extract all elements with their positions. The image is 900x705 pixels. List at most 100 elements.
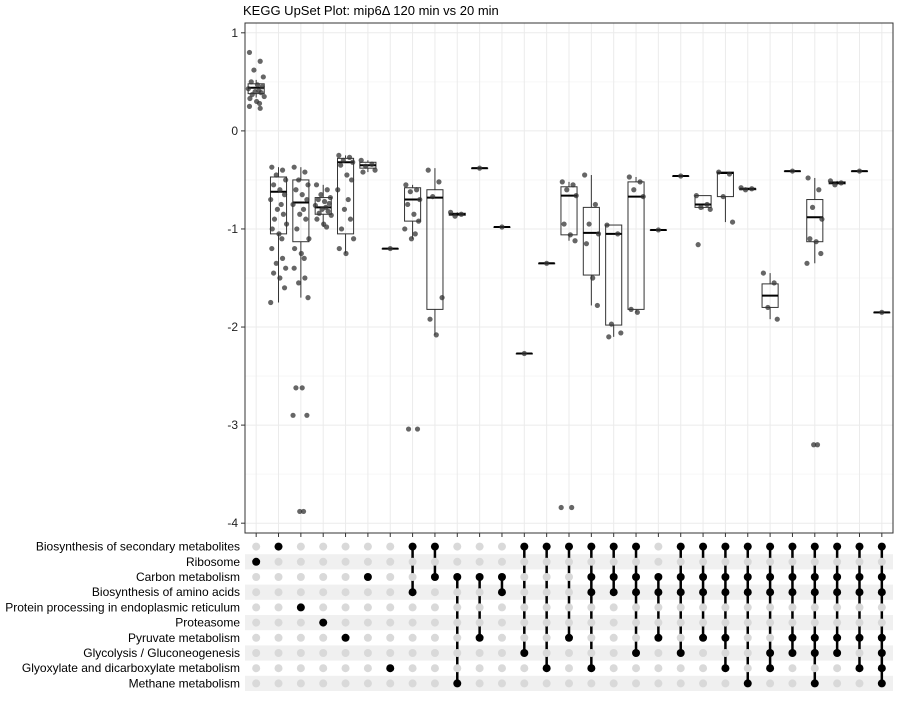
data-point <box>716 169 722 175</box>
matrix-dot-empty <box>453 542 462 551</box>
data-point <box>726 171 733 177</box>
matrix-dot-empty <box>766 557 775 566</box>
set-label: Ribosome <box>186 555 240 569</box>
data-point <box>544 260 550 266</box>
data-point <box>805 175 811 181</box>
data-point <box>293 385 299 391</box>
matrix-dot-filled <box>877 588 886 597</box>
data-point <box>336 152 342 159</box>
boxplot-group <box>850 168 869 174</box>
matrix-dot-empty <box>520 588 529 597</box>
data-point <box>572 238 578 244</box>
data-point <box>314 216 320 222</box>
chart-title: KEGG UpSet Plot: mip6Δ 120 min vs 20 min <box>243 3 499 18</box>
matrix-dot-empty <box>408 649 417 657</box>
matrix-dot-empty <box>609 618 618 627</box>
set-label: Carbon metabolism <box>136 570 240 584</box>
data-point <box>813 239 819 245</box>
matrix-dot-filled <box>877 573 886 581</box>
matrix-dot-empty <box>296 679 305 688</box>
data-point <box>257 105 263 111</box>
data-point <box>254 82 261 88</box>
data-point <box>259 84 265 90</box>
matrix-dot-filled <box>810 633 819 642</box>
data-point <box>626 174 632 180</box>
data-point <box>405 201 411 208</box>
data-point <box>430 193 436 200</box>
matrix-dot-empty <box>587 679 596 688</box>
data-point <box>819 216 825 222</box>
matrix-dot-filled <box>632 649 641 657</box>
matrix-dot-filled <box>855 588 864 597</box>
matrix-dot-empty <box>430 649 439 657</box>
matrix-dot-empty <box>386 618 395 627</box>
matrix-dot-empty <box>386 649 395 657</box>
matrix-dot-empty <box>497 649 506 657</box>
boxplot-group <box>716 169 736 225</box>
matrix-dot-empty <box>430 557 439 566</box>
matrix-dot-empty <box>632 664 641 673</box>
data-point <box>296 177 302 183</box>
set-label: Proteasome <box>175 616 240 630</box>
data-point <box>637 179 643 185</box>
matrix-column <box>386 542 395 688</box>
data-point <box>558 504 564 511</box>
matrix-dot-filled <box>743 588 752 597</box>
matrix-dot-empty <box>475 542 484 551</box>
data-point <box>439 295 445 301</box>
data-point <box>414 187 420 193</box>
data-point <box>283 221 290 227</box>
matrix-dot-filled <box>855 664 864 673</box>
matrix-dot-filled <box>699 633 708 642</box>
matrix-dot-empty <box>296 573 305 581</box>
matrix-dot-empty <box>676 603 685 612</box>
matrix-dot-empty <box>274 664 283 673</box>
matrix-dot-filled <box>743 573 752 581</box>
matrix-dot-empty <box>274 603 283 612</box>
matrix-dot-empty <box>430 679 439 688</box>
data-point <box>348 177 355 183</box>
matrix-dot-empty <box>520 603 529 612</box>
matrix-dot-empty <box>386 542 395 551</box>
data-point <box>274 206 280 212</box>
matrix-dot-empty <box>453 557 462 566</box>
matrix-dot-empty <box>274 588 283 597</box>
matrix-dot-filled <box>319 618 328 627</box>
set-labels: Biosynthesis of secondary metabolitesRib… <box>5 540 240 691</box>
matrix-dot-empty <box>654 557 663 566</box>
matrix-dot-filled <box>296 603 305 612</box>
y-tick-label: -1 <box>227 222 238 236</box>
matrix-dot-empty <box>274 633 283 642</box>
data-point <box>291 265 297 271</box>
matrix-dot-empty <box>252 664 261 673</box>
matrix-dot-empty <box>252 679 261 688</box>
matrix-dot-empty <box>497 618 506 627</box>
matrix-dot-filled <box>341 633 350 642</box>
data-point <box>283 265 289 271</box>
data-point <box>327 194 333 201</box>
data-point <box>640 193 646 200</box>
data-point <box>325 208 331 214</box>
matrix-dot-empty <box>319 573 328 581</box>
matrix-dot-empty <box>520 618 529 627</box>
data-point <box>323 224 330 230</box>
data-point <box>303 216 309 222</box>
matrix-column <box>565 542 573 688</box>
matrix-dot-empty <box>341 573 350 581</box>
data-point <box>279 167 286 173</box>
data-point <box>313 182 320 188</box>
matrix-dot-filled <box>788 633 797 642</box>
boxplot-group <box>515 350 533 357</box>
set-label: Protein processing in endoplasmic reticu… <box>5 600 240 614</box>
data-point <box>405 426 412 432</box>
data-point <box>245 86 251 92</box>
data-point <box>387 245 393 252</box>
data-point <box>606 334 612 340</box>
matrix-dot-empty <box>386 633 395 642</box>
data-point <box>856 168 863 174</box>
data-point <box>302 169 308 175</box>
matrix-dot-filled <box>699 573 708 581</box>
data-point <box>765 304 771 311</box>
data-point <box>417 196 423 203</box>
